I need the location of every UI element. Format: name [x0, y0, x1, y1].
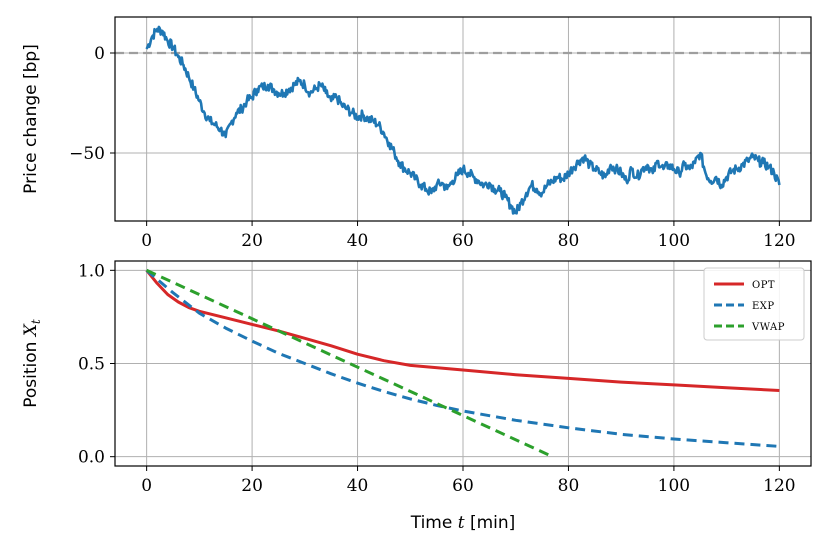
legend-label-opt: OPT: [752, 280, 775, 291]
y-tick-label: 1.0: [78, 261, 105, 281]
x-tick-label: 80: [558, 231, 580, 251]
price-panel-ylabel: Price change [bp]: [21, 44, 41, 194]
x-tick-label: 120: [763, 476, 795, 496]
exp-series-line: [145, 269, 780, 448]
opt-series-line: [145, 269, 780, 392]
x-tick-label: 40: [347, 476, 369, 496]
position-panel-ylabel: Position Xt: [21, 319, 43, 408]
x-tick-label: 0: [141, 476, 152, 496]
legend-label-vwap: VWAP: [751, 322, 785, 333]
legend-label-exp: EXP: [752, 301, 775, 312]
price-change-panel: 0 20 40 60 80 100 120 0 −50 Price change [bp]: [21, 16, 812, 251]
x-tick-label: 20: [241, 476, 263, 496]
x-tick-label: 40: [347, 231, 369, 251]
y-tick-label: 0.0: [78, 448, 105, 468]
x-tick-label: 120: [763, 231, 795, 251]
y-tick-label: 0: [94, 44, 105, 64]
y-tick-label: 0.5: [78, 355, 105, 375]
x-tick-label: 20: [241, 231, 263, 251]
legend: OPT EXP VWAP: [703, 267, 805, 341]
price-series-line: [145, 25, 781, 215]
x-tick-label: 100: [658, 231, 690, 251]
position-panel-xlabel: Time t [min]: [410, 513, 516, 533]
x-tick-label: 80: [558, 476, 580, 496]
x-tick-label: 60: [452, 476, 474, 496]
position-panel: 0 20 40 60 80 100 120 0.0 0.5 1.0 Position Xt Tim…: [21, 260, 812, 533]
x-tick-label: 0: [141, 231, 152, 251]
x-tick-label: 100: [658, 476, 690, 496]
y-tick-label: −50: [69, 144, 105, 164]
legend-box: [703, 267, 805, 341]
vwap-series-line: [145, 268, 554, 459]
x-tick-label: 60: [452, 231, 474, 251]
